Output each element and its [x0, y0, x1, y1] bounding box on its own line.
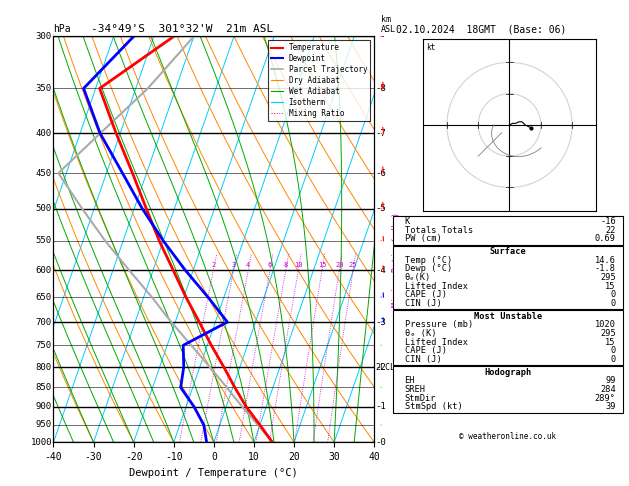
Text: 2: 2: [211, 262, 216, 268]
Bar: [393, 311, 623, 365]
Text: 4: 4: [246, 262, 250, 268]
Text: -34°49'S  301°32'W  21m ASL: -34°49'S 301°32'W 21m ASL: [91, 24, 274, 34]
Text: 15: 15: [605, 282, 616, 291]
Text: 3: 3: [231, 262, 236, 268]
Text: PW (cm): PW (cm): [404, 234, 442, 243]
Text: hPa: hPa: [53, 24, 71, 34]
Text: 22: 22: [605, 226, 616, 235]
Text: Dewp (°C): Dewp (°C): [404, 264, 452, 273]
Text: 550: 550: [36, 236, 52, 245]
Text: Mixing Ratio (g/kg): Mixing Ratio (g/kg): [392, 212, 401, 307]
Text: 800: 800: [36, 363, 52, 372]
Text: 2LCL: 2LCL: [376, 363, 396, 372]
Text: CAPE (J): CAPE (J): [404, 347, 447, 355]
Text: θₑ (K): θₑ (K): [404, 329, 436, 338]
Text: 295: 295: [600, 329, 616, 338]
Text: 15: 15: [605, 338, 616, 347]
Text: kt: kt: [426, 43, 436, 52]
Text: -3: -3: [376, 317, 387, 327]
Text: Totals Totals: Totals Totals: [404, 226, 473, 235]
Text: 750: 750: [36, 341, 52, 350]
Text: 850: 850: [36, 383, 52, 392]
Text: Lifted Index: Lifted Index: [404, 282, 467, 291]
Text: 1000: 1000: [30, 438, 52, 447]
Text: km
ASL: km ASL: [381, 15, 396, 34]
Text: 20: 20: [335, 262, 343, 268]
Text: 600: 600: [36, 265, 52, 275]
Text: CAPE (J): CAPE (J): [404, 291, 447, 299]
Text: 0.69: 0.69: [595, 234, 616, 243]
Text: 8: 8: [284, 262, 288, 268]
Bar: [393, 216, 623, 244]
Bar: [393, 366, 623, 413]
X-axis label: Dewpoint / Temperature (°C): Dewpoint / Temperature (°C): [130, 468, 298, 478]
Text: 950: 950: [36, 420, 52, 430]
Text: -6: -6: [376, 169, 387, 177]
Text: Pressure (mb): Pressure (mb): [404, 320, 473, 330]
Text: 700: 700: [36, 317, 52, 327]
Text: 0: 0: [611, 299, 616, 308]
Text: -5: -5: [376, 204, 387, 213]
Text: 0: 0: [611, 355, 616, 364]
Text: 400: 400: [36, 129, 52, 138]
Legend: Temperature, Dewpoint, Parcel Trajectory, Dry Adiabat, Wet Adiabat, Isotherm, Mi: Temperature, Dewpoint, Parcel Trajectory…: [268, 40, 370, 121]
Text: -1.8: -1.8: [595, 264, 616, 273]
Text: 295: 295: [600, 273, 616, 282]
Text: 450: 450: [36, 169, 52, 177]
Text: Hodograph: Hodograph: [484, 367, 532, 377]
Text: 289°: 289°: [595, 394, 616, 403]
Text: K: K: [404, 217, 410, 226]
Text: 284: 284: [600, 385, 616, 394]
Text: 02.10.2024  18GMT  (Base: 06): 02.10.2024 18GMT (Base: 06): [396, 24, 567, 34]
Text: © weatheronline.co.uk: © weatheronline.co.uk: [459, 432, 557, 441]
Text: 350: 350: [36, 84, 52, 93]
Text: 15: 15: [318, 262, 326, 268]
Text: Surface: Surface: [489, 247, 526, 256]
Text: StmDir: StmDir: [404, 394, 436, 403]
Text: θₑ(K): θₑ(K): [404, 273, 431, 282]
Text: 99: 99: [605, 376, 616, 385]
Text: CIN (J): CIN (J): [404, 299, 442, 308]
Text: 14.6: 14.6: [595, 256, 616, 264]
Text: Temp (°C): Temp (°C): [404, 256, 452, 264]
Text: -2: -2: [376, 363, 387, 372]
Text: 0: 0: [611, 291, 616, 299]
Text: -1: -1: [376, 402, 387, 411]
Text: 300: 300: [36, 32, 52, 41]
Text: SREH: SREH: [404, 385, 426, 394]
Bar: [393, 246, 623, 309]
Text: -16: -16: [600, 217, 616, 226]
Text: 6: 6: [268, 262, 272, 268]
Text: -7: -7: [376, 129, 387, 138]
Text: 10: 10: [294, 262, 303, 268]
Text: EH: EH: [404, 376, 415, 385]
Text: -4: -4: [376, 265, 387, 275]
Text: -0: -0: [376, 438, 387, 447]
Text: CIN (J): CIN (J): [404, 355, 442, 364]
Text: 0: 0: [611, 347, 616, 355]
Text: Most Unstable: Most Unstable: [474, 312, 542, 321]
Text: 1020: 1020: [595, 320, 616, 330]
Text: 650: 650: [36, 293, 52, 301]
Text: 39: 39: [605, 402, 616, 411]
Text: StmSpd (kt): StmSpd (kt): [404, 402, 462, 411]
Text: Lifted Index: Lifted Index: [404, 338, 467, 347]
Text: 900: 900: [36, 402, 52, 411]
Text: 25: 25: [349, 262, 357, 268]
Text: 500: 500: [36, 204, 52, 213]
Text: -8: -8: [376, 84, 387, 93]
